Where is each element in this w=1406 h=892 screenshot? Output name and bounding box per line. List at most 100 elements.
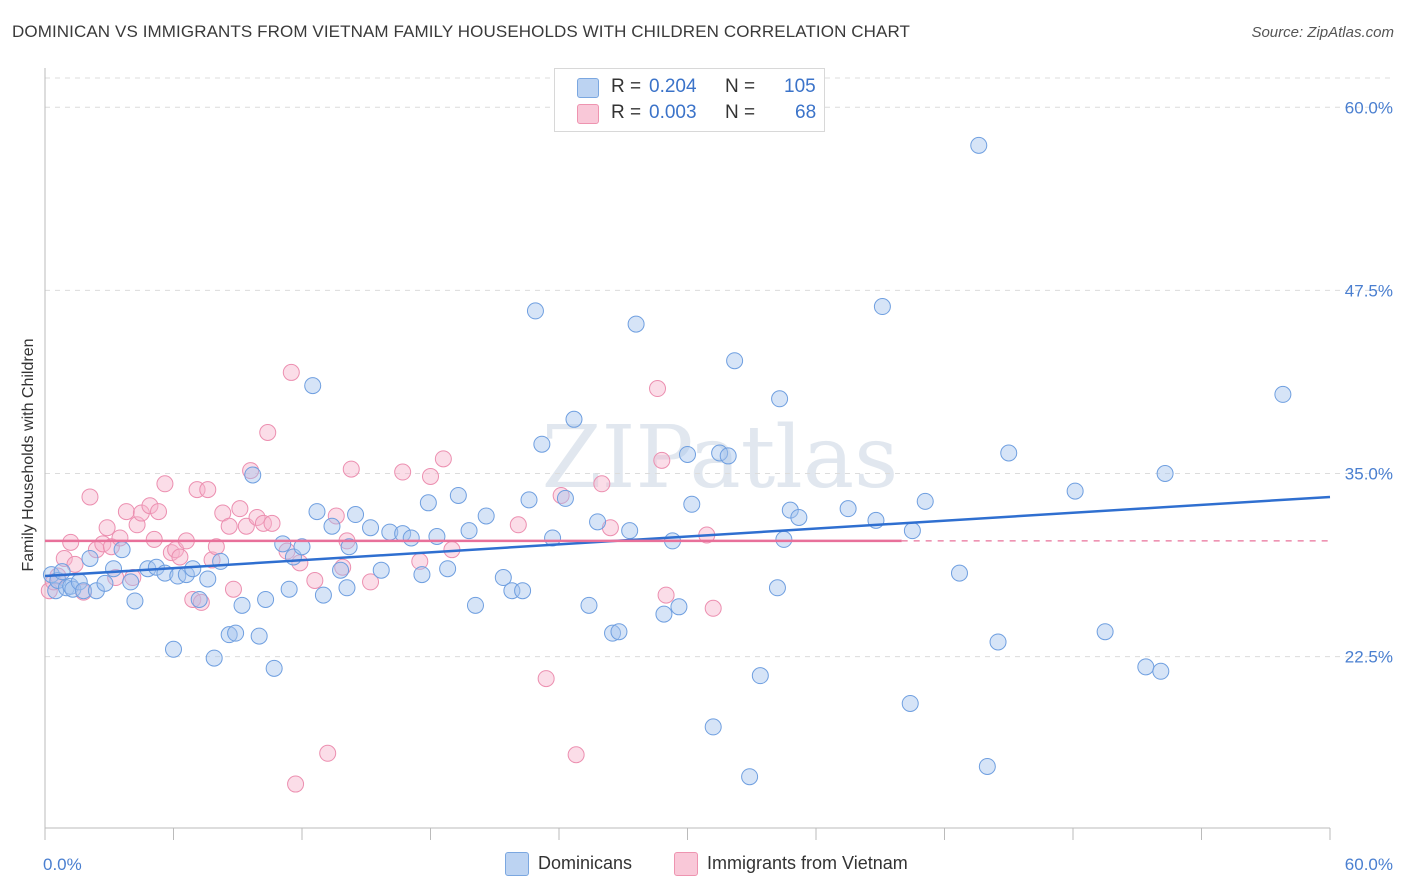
data-point-dominicans xyxy=(580,596,598,614)
data-point-dominicans xyxy=(901,694,919,712)
data-point-vietnam xyxy=(98,519,116,537)
data-point-vietnam xyxy=(342,460,360,478)
data-point-dominicans xyxy=(526,302,544,320)
data-point-vietnam xyxy=(259,423,277,441)
x-tick-label: 60.0% xyxy=(1345,855,1393,874)
data-point-dominicans xyxy=(212,552,230,570)
data-point-dominicans xyxy=(96,574,114,592)
grid-lines xyxy=(45,77,1395,658)
y-tick-label: 60.0% xyxy=(1345,98,1393,117)
data-point-dominicans xyxy=(1137,658,1155,676)
bottom-legend-swatch-dominicans xyxy=(505,852,529,876)
data-point-vietnam xyxy=(657,586,675,604)
trend-line-dominicans xyxy=(44,495,1331,578)
data-point-dominicans xyxy=(113,541,131,559)
data-point-dominicans xyxy=(280,580,298,598)
data-point-dominicans xyxy=(533,435,551,453)
data-point-dominicans xyxy=(610,623,628,641)
data-point-vietnam xyxy=(150,503,168,521)
y-tick-label: 22.5% xyxy=(1345,648,1393,667)
data-point-dominicans xyxy=(293,538,311,556)
data-point-dominicans xyxy=(372,561,390,579)
data-point-dominicans xyxy=(589,513,607,531)
legend-r-value: 0.003 xyxy=(649,102,697,123)
data-point-vietnam xyxy=(704,599,722,617)
y-tick-label: 35.0% xyxy=(1345,465,1393,484)
data-point-dominicans xyxy=(1274,385,1292,403)
data-point-dominicans xyxy=(227,624,245,642)
data-point-dominicans xyxy=(751,667,769,685)
data-point-dominicans xyxy=(494,569,512,587)
data-point-vietnam xyxy=(334,558,352,576)
data-point-dominicans xyxy=(105,560,123,578)
data-point-vietnam xyxy=(231,500,249,518)
data-point-dominicans xyxy=(62,577,80,595)
data-point-dominicans xyxy=(679,445,696,463)
data-point-dominicans xyxy=(233,596,251,614)
bottom-legend-label-vietnam: Immigrants from Vietnam xyxy=(707,853,908,873)
data-point-vietnam xyxy=(132,504,150,522)
data-point-dominicans xyxy=(1000,444,1018,462)
data-point-dominicans xyxy=(205,649,223,667)
data-point-dominicans xyxy=(308,503,326,521)
data-point-dominicans xyxy=(190,590,208,608)
correlation-legend: R = 0.204 N = 105 R = 0.003 N = 68 xyxy=(554,68,825,132)
data-point-dominicans xyxy=(53,563,71,581)
data-point-dominicans xyxy=(122,573,140,591)
data-point-vietnam xyxy=(141,497,159,515)
data-point-dominicans xyxy=(338,579,356,597)
data-point-vietnam xyxy=(649,380,667,398)
data-point-vietnam xyxy=(263,514,281,532)
data-point-dominicans xyxy=(147,558,165,576)
data-point-dominicans xyxy=(604,624,622,642)
data-point-dominicans xyxy=(220,626,238,644)
data-point-dominicans xyxy=(790,508,808,526)
legend-r-value: 0.204 xyxy=(649,76,697,97)
data-point-vietnam xyxy=(224,580,242,598)
data-point-dominicans xyxy=(274,535,292,553)
data-point-dominicans xyxy=(402,529,420,547)
legend-n-value: 105 xyxy=(784,76,816,97)
series-vietnam-points xyxy=(40,363,722,793)
data-point-dominicans xyxy=(565,410,583,428)
data-point-vietnam xyxy=(422,467,439,485)
data-point-vietnam xyxy=(66,555,84,573)
legend-n-label: N = xyxy=(725,76,756,97)
data-point-dominicans xyxy=(989,633,1007,651)
data-point-dominicans xyxy=(184,560,202,578)
data-point-dominicans xyxy=(1152,662,1170,680)
data-point-vietnam xyxy=(593,475,611,493)
data-point-vietnam xyxy=(282,363,300,381)
data-point-vietnam xyxy=(242,462,260,480)
data-point-dominicans xyxy=(362,519,380,537)
data-point-dominicans xyxy=(199,570,217,588)
data-point-dominicans xyxy=(323,517,341,535)
data-point-dominicans xyxy=(257,590,275,608)
data-point-dominicans xyxy=(704,718,722,736)
legend-swatch-dominicans xyxy=(577,78,599,98)
y-axis-title: Family Households with Children xyxy=(20,339,37,572)
source-credit: Source: ZipAtlas.com xyxy=(1251,24,1394,41)
data-point-dominicans xyxy=(126,592,144,610)
data-point-vietnam xyxy=(55,549,73,567)
data-point-dominicans xyxy=(1156,465,1174,483)
data-point-dominicans xyxy=(916,492,934,510)
data-point-dominicans xyxy=(340,538,358,556)
data-point-dominicans xyxy=(627,315,645,333)
data-point-dominicans xyxy=(250,627,268,645)
data-point-vietnam xyxy=(62,533,80,551)
legend-n-value: 68 xyxy=(795,102,817,123)
data-point-dominicans xyxy=(314,586,332,604)
data-point-dominicans xyxy=(1066,482,1084,500)
data-point-dominicans xyxy=(683,495,701,513)
data-point-dominicans xyxy=(726,352,744,370)
data-point-vietnam xyxy=(248,508,266,526)
data-point-dominicans xyxy=(87,582,105,600)
data-point-vietnam xyxy=(434,450,452,468)
data-point-vietnam xyxy=(199,481,217,499)
data-point-dominicans xyxy=(265,659,283,677)
chart-title: DOMINICAN VS IMMIGRANTS FROM VIETNAM FAM… xyxy=(12,22,911,41)
data-point-vietnam xyxy=(203,551,221,569)
data-point-dominicans xyxy=(514,582,532,600)
data-point-dominicans xyxy=(978,757,996,775)
